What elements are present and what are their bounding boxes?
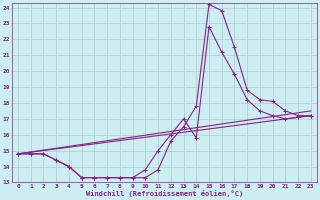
X-axis label: Windchill (Refroidissement éolien,°C): Windchill (Refroidissement éolien,°C)	[86, 190, 243, 197]
